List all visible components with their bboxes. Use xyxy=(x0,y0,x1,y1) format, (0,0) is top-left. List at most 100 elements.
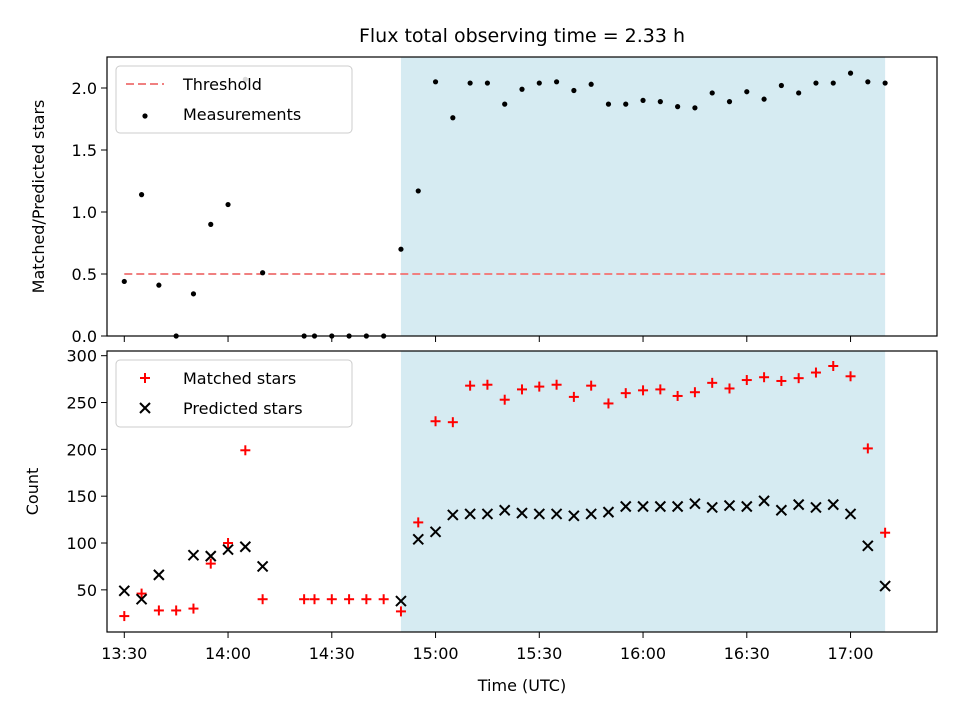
predicted-x-b xyxy=(879,580,891,592)
y-tick-label: 300 xyxy=(66,347,97,366)
matched-stars-point xyxy=(603,398,614,409)
axes-frame xyxy=(106,56,938,337)
measurement-point xyxy=(190,291,197,297)
predicted-x-b xyxy=(602,506,615,518)
predicted-stars-point xyxy=(516,507,528,519)
y-tick-label: 50 xyxy=(77,581,97,600)
predicted-stars-point xyxy=(447,509,459,521)
y-tick-label: 200 xyxy=(66,440,97,459)
predicted-x-b xyxy=(205,550,217,562)
measurement-point xyxy=(260,270,266,276)
predicted-stars-point xyxy=(827,498,839,511)
matched-stars-point xyxy=(413,517,424,528)
measurement-point xyxy=(138,192,145,198)
matched-stars-point xyxy=(499,394,510,405)
predicted-stars-point xyxy=(862,540,874,552)
predicted-stars-point xyxy=(585,508,597,520)
predicted-stars-point xyxy=(239,541,252,553)
chart-title: Flux total observing time = 2.33 h xyxy=(359,25,685,47)
predicted-stars-point xyxy=(654,500,667,513)
matched-stars-point xyxy=(551,379,562,390)
x-axis-label: Time (UTC) xyxy=(477,676,566,695)
predicted-stars-point xyxy=(464,508,476,520)
predicted-x-b xyxy=(568,510,580,522)
predicted-x-b xyxy=(118,585,130,597)
measurement-point xyxy=(432,79,439,85)
legend-label: Measurements xyxy=(183,105,301,124)
predicted-x-b xyxy=(671,500,684,513)
predicted-x-b xyxy=(153,569,165,581)
predicted-x-b xyxy=(499,504,511,516)
predicted-x-b xyxy=(706,501,718,514)
matched-stars-point xyxy=(395,606,406,617)
matched-stars-point xyxy=(672,390,683,401)
measurement-point xyxy=(605,101,612,107)
observing-window-shade xyxy=(400,351,886,632)
observing-window-shade xyxy=(400,57,886,336)
measurement-point xyxy=(726,99,733,105)
measurement-point xyxy=(156,282,162,288)
predicted-x-b xyxy=(187,549,200,561)
matched-stars-point xyxy=(205,558,216,569)
matched-stars-point xyxy=(776,375,787,386)
predicted-stars-point xyxy=(395,595,407,607)
legend: Matched stars Predicted stars xyxy=(115,359,353,428)
matched-stars-point xyxy=(465,380,476,391)
y-tick-label: 2.0 xyxy=(72,79,97,98)
predicted-x-b xyxy=(395,595,407,607)
matched-stars-point xyxy=(430,416,441,427)
matched-stars-point xyxy=(188,603,199,614)
x-tick-label: 15:30 xyxy=(516,644,562,663)
predicted-x-b xyxy=(792,498,805,511)
measurement-point xyxy=(813,80,819,86)
predicted-x-b xyxy=(516,507,528,519)
legend-box xyxy=(115,359,353,428)
matched-stars-point xyxy=(759,372,770,383)
matched-stars-point xyxy=(240,445,251,456)
y-axis-label: Count xyxy=(23,468,42,516)
y-tick-label: 150 xyxy=(66,487,97,506)
predicted-x-b xyxy=(256,560,269,573)
y-tick-label: 1.5 xyxy=(72,141,97,160)
predicted-stars-point xyxy=(187,549,200,561)
predicted-stars-point xyxy=(205,550,217,562)
predicted-stars-point xyxy=(723,499,736,512)
x-tick-label: 16:00 xyxy=(620,644,666,663)
x-tick-label: 13:30 xyxy=(101,644,147,663)
measurement-point xyxy=(536,80,542,86)
matched-stars-point xyxy=(299,594,310,605)
legend-measurements-swatch xyxy=(142,113,148,119)
predicted-stars-point xyxy=(568,510,580,522)
measurement-point xyxy=(519,86,525,92)
measurement-point xyxy=(761,96,767,102)
measurement-point xyxy=(398,246,404,252)
predicted-x-b xyxy=(810,501,822,514)
measurement-point xyxy=(623,101,629,107)
measurement-point xyxy=(675,104,681,110)
predicted-stars-point xyxy=(689,497,701,510)
matched-stars-point xyxy=(638,385,649,396)
legend-label: Predicted stars xyxy=(183,399,303,418)
predicted-x-b xyxy=(654,500,667,513)
predicted-stars-point xyxy=(550,508,563,520)
predicted-stars-point xyxy=(481,508,494,520)
predicted-stars-point xyxy=(429,526,442,538)
predicted-x-b xyxy=(585,508,597,520)
top-panel: 0.0 0.5 1.0 1.5 2.0 Matched/Predicted stars Th… xyxy=(29,56,938,346)
measurement-point xyxy=(778,82,784,89)
predicted-stars-point xyxy=(602,506,615,518)
predicted-x-b xyxy=(481,508,494,520)
matched-stars-point xyxy=(586,380,597,391)
matched-stars-point xyxy=(568,391,579,402)
matched-stars-point xyxy=(136,588,147,599)
predicted-stars-point xyxy=(671,500,684,513)
predicted-x-b xyxy=(689,497,701,510)
predicted-x-b xyxy=(775,504,788,516)
predicted-stars-point xyxy=(412,533,424,545)
matched-stars-point xyxy=(707,377,718,388)
x-tick-label: 16:30 xyxy=(724,644,770,663)
predicted-x-b xyxy=(827,498,839,511)
measurement-point xyxy=(882,80,888,86)
measurement-point xyxy=(588,81,594,87)
y-tick-label: 100 xyxy=(66,534,97,553)
